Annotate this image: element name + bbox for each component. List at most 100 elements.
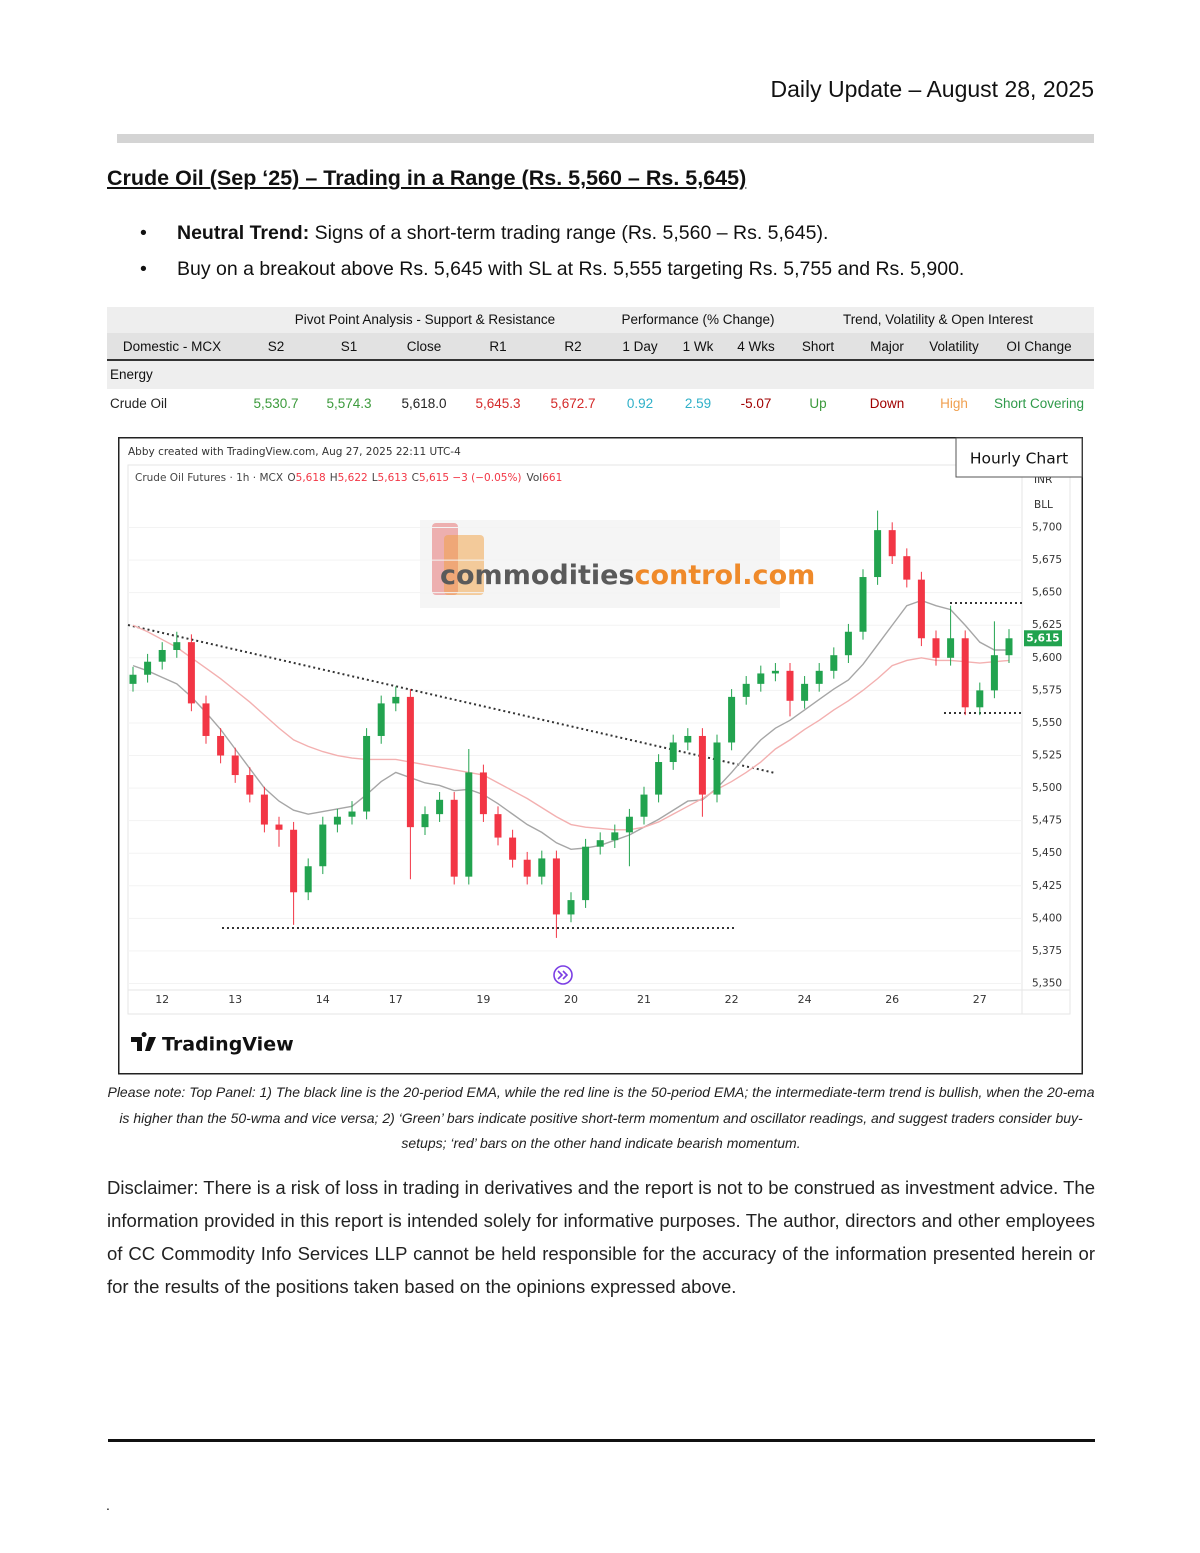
candle-body	[669, 742, 677, 763]
bullet-text: Buy on a breakout above Rs. 5,645 with S…	[177, 258, 965, 280]
candle-body	[202, 703, 210, 736]
column-header: Volatility	[929, 339, 979, 354]
candle-body	[947, 638, 955, 658]
group-header: Performance (% Change)	[621, 312, 775, 327]
plot-frame	[127, 464, 1071, 1015]
candle-body	[509, 837, 517, 860]
x-tick-label: 26	[885, 993, 899, 1006]
candle-body	[246, 775, 254, 795]
y-tick-label: 5,350	[1032, 977, 1062, 989]
candle-body	[421, 814, 429, 828]
column-header: Major	[870, 339, 904, 354]
x-tick-label: 12	[155, 993, 169, 1006]
bullet-label: Neutral Trend:	[177, 222, 310, 244]
table-cell: 5,574.3	[326, 396, 372, 411]
legend-key: C	[412, 472, 419, 484]
candle-body	[523, 859, 531, 877]
chart-group: commoditiescontrol.com 5,350 5,375 5,400 5,4…	[118, 437, 1083, 1075]
watermark-part: commodities	[440, 560, 635, 591]
header-bar	[117, 134, 1094, 143]
candle-body	[903, 556, 911, 580]
y-tick-label: 5,550	[1032, 717, 1062, 729]
candle-body	[465, 772, 473, 877]
candle-body	[990, 655, 998, 691]
moving-average	[132, 624, 1010, 831]
x-tick-label: 19	[476, 993, 490, 1006]
candle-body	[932, 638, 940, 658]
candle-body	[771, 670, 779, 674]
column-header: 1 Wk	[682, 339, 714, 354]
y-tick-label: 5,600	[1032, 652, 1062, 664]
table-header-row: Domestic - MCX S2 S1 Close R1 R2 1 Day 1 Wk 4 Wk…	[107, 333, 1094, 361]
candle-body	[567, 900, 575, 915]
table-cell: 0.92	[626, 396, 654, 411]
legend-value: 5,622	[338, 472, 368, 484]
candle-body	[377, 703, 385, 736]
y-tick-label: 5,700	[1032, 522, 1062, 534]
legend-value: 5,613	[378, 472, 408, 484]
candle-body	[173, 642, 181, 650]
candle-body	[596, 840, 604, 847]
candle-body	[494, 814, 502, 838]
candle-body	[961, 638, 969, 708]
candle-body	[319, 824, 327, 867]
candle-body	[406, 696, 414, 828]
candle-body	[917, 579, 925, 639]
candle-body	[713, 742, 721, 795]
brand: TradingView	[162, 1034, 294, 1056]
last-price-label: 5,615	[1026, 632, 1059, 644]
event-marker-icon	[557, 970, 569, 980]
candle-body	[552, 858, 560, 915]
legend-key: L	[372, 472, 378, 484]
table-cell: 5,672.7	[550, 396, 596, 411]
bullet-text: Signs of a short-term trading range (Rs.…	[314, 222, 829, 244]
candle-body	[436, 799, 444, 815]
candle-body	[538, 858, 546, 877]
candle-body	[976, 690, 984, 708]
x-tick-label: 22	[725, 993, 739, 1006]
section-label: Energy	[110, 367, 153, 382]
candle-body	[698, 735, 706, 795]
footer-line	[108, 1439, 1095, 1442]
table-cell: Crude Oil	[110, 396, 168, 411]
table-group-row: Pivot Point Analysis - Support & Resista…	[107, 307, 1094, 333]
candle-body	[304, 866, 312, 893]
y-tick-label: 5,625	[1032, 619, 1062, 631]
candle-body	[275, 824, 283, 830]
y-tick-label: 5,500	[1032, 782, 1062, 794]
column-header: Close	[406, 339, 442, 354]
candle-body	[757, 673, 765, 684]
last-price-tag	[1024, 630, 1062, 647]
candle-body	[844, 631, 852, 656]
column-header: R2	[564, 339, 582, 354]
column-header: R1	[489, 339, 507, 354]
legend-symbol: Crude Oil Futures · 1h · MCX	[135, 472, 283, 484]
candle-body	[450, 799, 458, 877]
candle-body	[290, 829, 298, 893]
candle-body	[144, 661, 152, 675]
candle-body	[392, 696, 400, 704]
candle-body	[801, 683, 809, 701]
column-header: S2	[267, 339, 285, 354]
chart-note: Please note: Top Panel: 1) The black lin…	[107, 1084, 1095, 1151]
table-cell: Up	[809, 396, 827, 411]
y-tick-label: 5,450	[1032, 847, 1062, 859]
candle-body	[348, 811, 356, 817]
footer-mark: .	[106, 1497, 110, 1513]
candle-body	[830, 655, 838, 671]
disclaimer: Disclaimer: There is a risk of loss in t…	[107, 1177, 1095, 1297]
candle-body	[231, 755, 239, 776]
candle-body	[640, 794, 648, 817]
y-tick-label: 5,400	[1032, 912, 1062, 924]
column-header: 4 Wks	[737, 339, 775, 354]
x-tick-label: 21	[637, 993, 651, 1006]
chart: commoditiescontrol.com 5,350 5,375 5,400 5,4…	[118, 437, 1083, 1075]
header-title: Daily Update – August 28, 2025	[770, 76, 1094, 102]
heading: Crude Oil (Sep ‘25) – Trading in a Range…	[107, 166, 747, 190]
watermark-icon	[444, 535, 484, 595]
table-cell: Down	[869, 396, 905, 411]
bullet: Buy on a breakout above Rs. 5,645 with S…	[177, 258, 964, 281]
x-tick-label: 13	[228, 993, 242, 1006]
table-cell: High	[940, 396, 968, 411]
